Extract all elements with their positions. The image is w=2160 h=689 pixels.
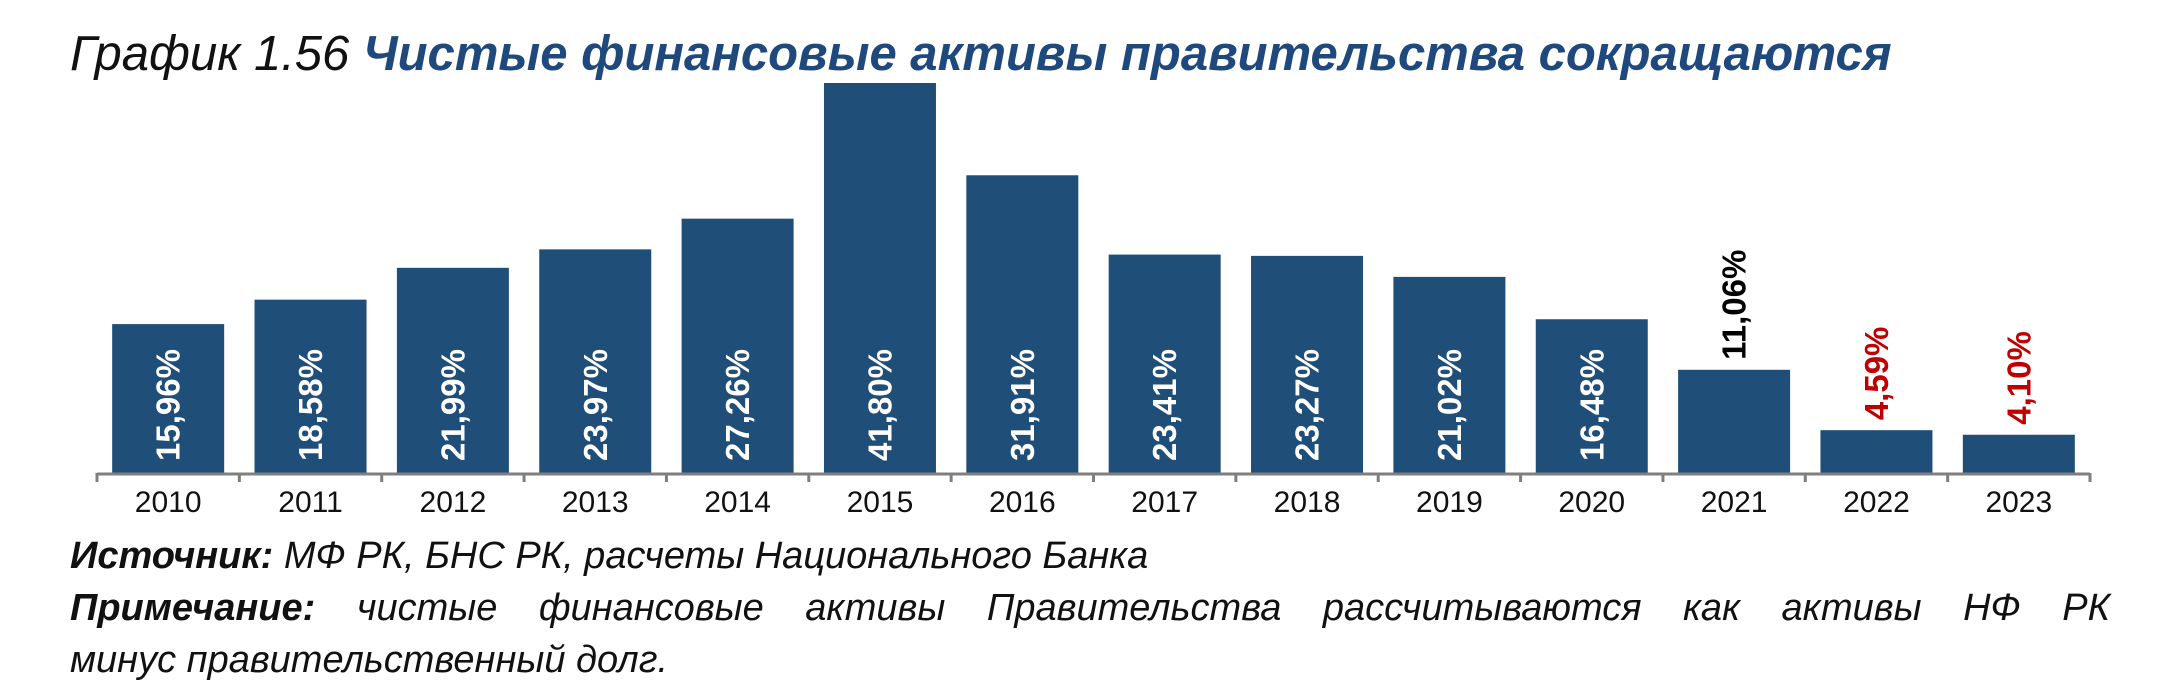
data-label-2018: 23,27% bbox=[1289, 349, 1326, 461]
footnotes: Источник: МФ РК, БНС РК, расчеты Национа… bbox=[70, 530, 2110, 686]
chart-title: График 1.56 Чистые финансовые активы пра… bbox=[70, 18, 1892, 90]
bar-chart: 15,96% 18,58% 21,99% 23,97% 27,26% 41,80% 31,9… bbox=[95, 83, 2092, 519]
bar-2015 bbox=[823, 83, 936, 473]
x-tick-label-2015: 2015 bbox=[847, 486, 914, 519]
bar-2014 bbox=[681, 218, 794, 473]
x-tick-label-2012: 2012 bbox=[420, 486, 487, 519]
chart-title-prefix: График 1.56 bbox=[70, 27, 350, 81]
bar-2020 bbox=[1535, 319, 1648, 473]
bar-2012 bbox=[396, 267, 509, 473]
data-label-2021: 11,06% bbox=[1716, 250, 1753, 360]
x-tick-label-2011: 2011 bbox=[278, 486, 343, 519]
note-line-2: минус правительственный долг. bbox=[70, 634, 2110, 686]
x-tick-label-2010: 2010 bbox=[135, 486, 202, 519]
x-tick-label-2020: 2020 bbox=[1558, 486, 1625, 519]
x-tick-label-2021: 2021 bbox=[1701, 486, 1768, 519]
note-line-1: Примечание: чистые финансовые активы Пра… bbox=[70, 582, 2110, 634]
bar-2011 bbox=[254, 299, 367, 473]
bar-2023 bbox=[1962, 434, 2075, 473]
x-tick-label-2019: 2019 bbox=[1416, 486, 1483, 519]
x-tick-label-2018: 2018 bbox=[1274, 486, 1341, 519]
note-label: Примечание: bbox=[70, 587, 316, 629]
data-label-2015: 41,80% bbox=[861, 349, 898, 461]
data-label-2020: 16,48% bbox=[1573, 349, 1610, 461]
data-label-2016: 31,91% bbox=[1004, 349, 1041, 461]
x-tick-label-2023: 2023 bbox=[1985, 486, 2052, 519]
chart-title-main: Чистые финансовые активы правительства с… bbox=[362, 27, 1892, 81]
bar-2018 bbox=[1251, 255, 1364, 473]
x-tick-label-2016: 2016 bbox=[989, 486, 1056, 519]
data-label-2011: 18,58% bbox=[292, 349, 329, 461]
bar-2013 bbox=[539, 249, 652, 473]
data-label-2010: 15,96% bbox=[150, 349, 187, 461]
note-text-2: минус правительственный долг. bbox=[70, 639, 669, 681]
data-label-2017: 23,41% bbox=[1146, 349, 1183, 461]
x-tick-label-2017: 2017 bbox=[1131, 486, 1198, 519]
bars-layer bbox=[112, 83, 2075, 473]
x-tick-label-2013: 2013 bbox=[562, 486, 629, 519]
data-label-2022: 4,59% bbox=[1858, 327, 1895, 421]
bar-2017 bbox=[1108, 254, 1221, 473]
source-note: Источник: МФ РК, БНС РК, расчеты Национа… bbox=[70, 530, 2110, 582]
bar-2016 bbox=[966, 175, 1079, 473]
data-labels-layer: 15,96% 18,58% 21,99% 23,97% 27,26% 41,80% 31,9… bbox=[150, 250, 2038, 461]
note-text-1: чистые финансовые активы Правительства р… bbox=[356, 587, 2110, 629]
data-label-2019: 21,02% bbox=[1431, 349, 1468, 461]
source-text: МФ РК, БНС РК, расчеты Национального Бан… bbox=[283, 535, 1149, 577]
bar-2010 bbox=[112, 324, 225, 473]
x-axis: 2010 2011 2012 2013 2014 2015 2016 2017 2018 2019… bbox=[95, 472, 2092, 519]
bar-2022 bbox=[1820, 430, 1933, 473]
x-tick-label-2022: 2022 bbox=[1843, 486, 1910, 519]
data-label-2012: 21,99% bbox=[434, 349, 471, 461]
data-label-2013: 23,97% bbox=[577, 349, 614, 461]
x-tick-label-2014: 2014 bbox=[704, 486, 771, 519]
data-label-2014: 27,26% bbox=[719, 349, 756, 461]
bar-2019 bbox=[1393, 276, 1506, 473]
source-label: Источник: bbox=[70, 535, 274, 577]
data-label-2023: 4,10% bbox=[2000, 331, 2037, 425]
bar-2021 bbox=[1678, 369, 1791, 473]
